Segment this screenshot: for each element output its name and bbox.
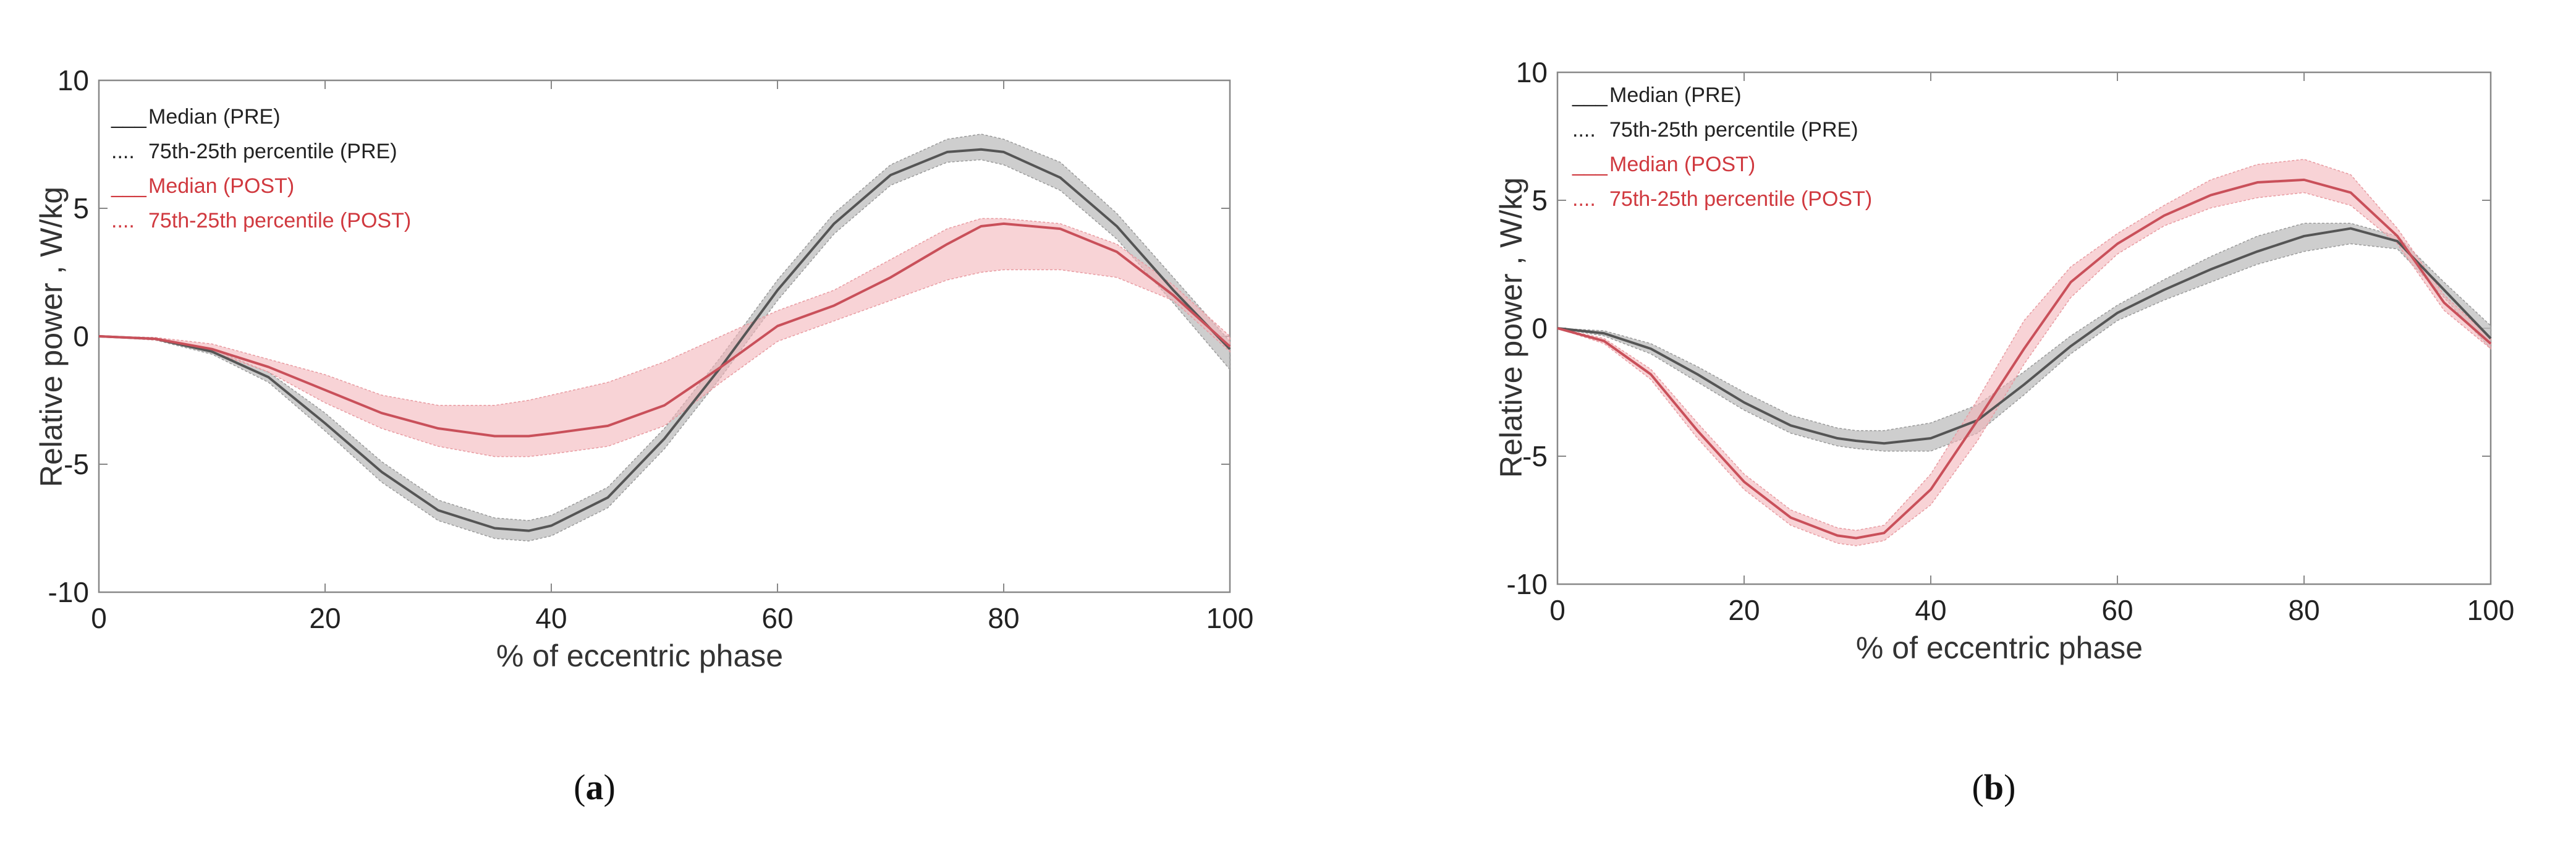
x-tick-label-a-2: 40 (535, 602, 567, 634)
chart-panel-b: -10 -5 0 5 10 0 20 40 60 80 100% of eccentric phas… (1288, 0, 2576, 858)
x-tick-label-a-0: 0 (91, 602, 107, 634)
legend-label-a-3: 75th-25th percentile (POST) (148, 209, 411, 232)
y-tick-label-a-1: -5 (64, 448, 89, 480)
legend-marker-b-0: ___ (1572, 83, 1608, 107)
y-tick-label-a-4: 10 (57, 64, 89, 96)
y-axis-label-b: Relative power , W/kg (1494, 177, 1528, 478)
x-tick-label-b-3: 60 (2101, 594, 2133, 626)
y-tick-label-a-0: -10 (48, 576, 89, 608)
y-tick-label-b-2: 0 (1532, 312, 1548, 344)
legend-label-b-2: Median (POST) (1609, 153, 1755, 176)
x-tick-label-b-0: 0 (1549, 594, 1566, 626)
y-tick-label-a-3: 5 (73, 192, 89, 224)
legend-label-b-3: 75th-25th percentile (POST) (1609, 187, 1872, 211)
y-tick-label-b-4: 10 (1516, 56, 1548, 88)
y-tick-label-b-3: 5 (1532, 184, 1548, 216)
percentile-band-post-a (98, 218, 1231, 457)
legend-marker-a-1: .... (111, 140, 135, 163)
legend-label-a-0: Median (PRE) (148, 105, 281, 129)
median-line-pre-a (98, 148, 1231, 532)
median-line-post-b (1557, 178, 2492, 540)
percentile-band-pre-a (98, 134, 1231, 542)
x-tick-label-b-2: 40 (1915, 594, 1946, 626)
legend-marker-a-0: ___ (111, 105, 147, 129)
x-tick-label-b-1: 20 (1728, 594, 1760, 626)
legend-marker-b-1: .... (1572, 118, 1596, 142)
median-line-pre-b (1557, 227, 2492, 445)
legend-label-b-0: Median (PRE) (1609, 83, 1742, 107)
chart-panel-a: -10 -5 0 5 10 0 20 40 60 80 100% of eccentric phas… (34, 64, 1254, 807)
x-tick-label-a-5: 100 (1206, 602, 1254, 634)
y-tick-label-b-1: -5 (1522, 440, 1548, 472)
median-line-post-a (98, 222, 1231, 438)
x-tick-label-a-4: 80 (988, 602, 1019, 634)
y-tick-label-b-0: -10 (1507, 568, 1548, 600)
x-tick-label-b-4: 80 (2288, 594, 2320, 626)
x-tick-label-a-1: 20 (309, 602, 341, 634)
y-axis-label-a: Relative power , W/kg (34, 187, 69, 487)
caption-a: (a) (574, 767, 616, 807)
legend-marker-a-2: ___ (111, 174, 147, 198)
legend-label-b-1: 75th-25th percentile (PRE) (1609, 118, 1858, 142)
x-axis-label-b: % of eccentric phase (1856, 631, 2143, 665)
x-axis-label-a: % of eccentric phase (496, 639, 783, 673)
x-tick-label-b-5: 100 (2467, 594, 2515, 626)
legend-marker-b-2: ___ (1572, 153, 1608, 176)
x-tick-label-a-3: 60 (761, 602, 793, 634)
caption-b: (b) (1972, 767, 2016, 807)
legend-marker-b-3: .... (1572, 187, 1596, 211)
legend-label-a-1: 75th-25th percentile (PRE) (148, 140, 397, 163)
legend-label-a-2: Median (POST) (148, 174, 294, 198)
legend-marker-a-3: .... (111, 209, 135, 232)
y-tick-label-a-2: 0 (73, 320, 89, 352)
